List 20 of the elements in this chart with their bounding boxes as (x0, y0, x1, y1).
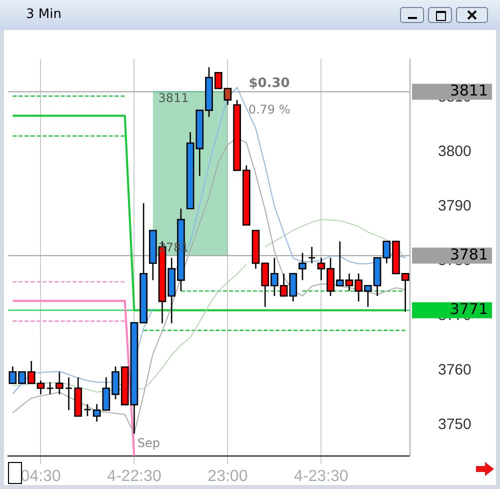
annotation: 3811 (158, 90, 189, 105)
candlestick (46, 382, 54, 395)
candlestick (64, 376, 73, 411)
x-tick-label: 4-23:30 (294, 468, 348, 486)
annotation: $0.30 (248, 76, 290, 91)
x-tick-label: 4-22:30 (107, 468, 162, 486)
y-tick-label: 3790 (438, 198, 472, 215)
annotation: Sep (137, 436, 160, 450)
ref-line-label: 3781 (450, 245, 488, 264)
chart-title: 3 Min (26, 7, 62, 22)
annotation: 0.79 % (248, 102, 290, 117)
x-tick-label: 04:30 (20, 468, 61, 486)
ref-line-label: 3771 (450, 300, 488, 318)
x-tick-label: 23:00 (208, 468, 248, 486)
y-tick-label: 3800 (438, 142, 472, 160)
candlestick (308, 246, 316, 264)
y-tick-label: 3750 (438, 416, 472, 434)
ref-line-label: 3811 (450, 82, 488, 100)
y-tick-label: 3760 (438, 361, 472, 378)
candlestick (84, 403, 92, 417)
